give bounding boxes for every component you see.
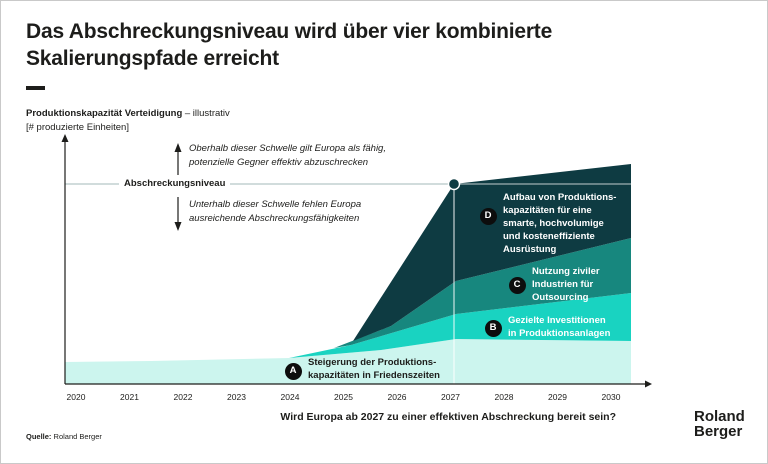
y-axis-title-note: – illustrativ xyxy=(182,108,230,119)
page-title: Das Abschreckungsniveau wird über vier k… xyxy=(26,20,553,71)
path-a-badge: A xyxy=(284,362,302,380)
path-d-label: Aufbau von Produktions- kapazitäten für … xyxy=(503,192,617,255)
area-layer-d xyxy=(353,164,631,341)
axis-title-block: Produktionskapazität Verteidigung – illu… xyxy=(26,107,230,135)
source-note: Quelle: Roland Berger xyxy=(26,432,102,441)
arrow-down-icon xyxy=(174,222,182,231)
y-axis-arrowhead-icon xyxy=(61,134,69,142)
below-threshold-note: Unterhalb dieser Schwelle fehlen Europa … xyxy=(189,199,362,225)
roland-berger-logo: Roland Berger xyxy=(694,408,745,441)
x-tick-2026: 2026 xyxy=(387,392,407,402)
x-tick-2024: 2024 xyxy=(280,392,300,402)
y-axis-title-bold: Produktionskapazität Verteidigung xyxy=(26,108,183,119)
x-axis-arrowhead-icon xyxy=(645,380,652,388)
threshold-intersection-dot xyxy=(447,177,461,191)
arrow-up-icon xyxy=(174,143,182,152)
area-layer-b xyxy=(289,293,631,358)
y-axis-title: Produktionskapazität Verteidigung – illu… xyxy=(26,107,230,121)
threshold-label: Abschreckungsniveau xyxy=(119,177,231,190)
x-tick-2022: 2022 xyxy=(173,392,193,402)
above-threshold-note: Oberhalb dieser Schwelle gilt Europa als… xyxy=(189,143,386,169)
path-a-label: Steigerung der Produktions- kapazitäten … xyxy=(308,357,440,381)
x-tick-2020: 2020 xyxy=(66,392,86,402)
area-layer-c xyxy=(334,238,631,348)
key-question: Wird Europa ab 2027 zu einer effektiven … xyxy=(280,411,616,423)
x-tick-2028: 2028 xyxy=(494,392,514,402)
y-axis-units: [# produzierte Einheiten] xyxy=(26,121,129,133)
source-value: Roland Berger xyxy=(51,432,102,441)
path-c-label: Nutzung ziviler Industrien für Outsourci… xyxy=(532,266,600,303)
x-tick-2027: 2027 xyxy=(441,392,460,402)
path-c-badge: C xyxy=(508,276,526,294)
x-tick-2029: 2029 xyxy=(548,392,567,402)
x-tick-2023: 2023 xyxy=(227,392,246,402)
path-b-badge: B xyxy=(484,319,502,337)
path-b-label: Gezielte Investitionen in Produktionsanl… xyxy=(508,315,611,339)
title-accent-dash xyxy=(26,86,45,90)
path-d-badge: D xyxy=(479,207,497,225)
source-label: Quelle: xyxy=(26,432,52,441)
x-tick-2021: 2021 xyxy=(120,392,139,402)
x-tick-2025: 2025 xyxy=(334,392,353,402)
x-tick-2030: 2030 xyxy=(601,392,621,402)
area-layer-a xyxy=(65,339,631,384)
